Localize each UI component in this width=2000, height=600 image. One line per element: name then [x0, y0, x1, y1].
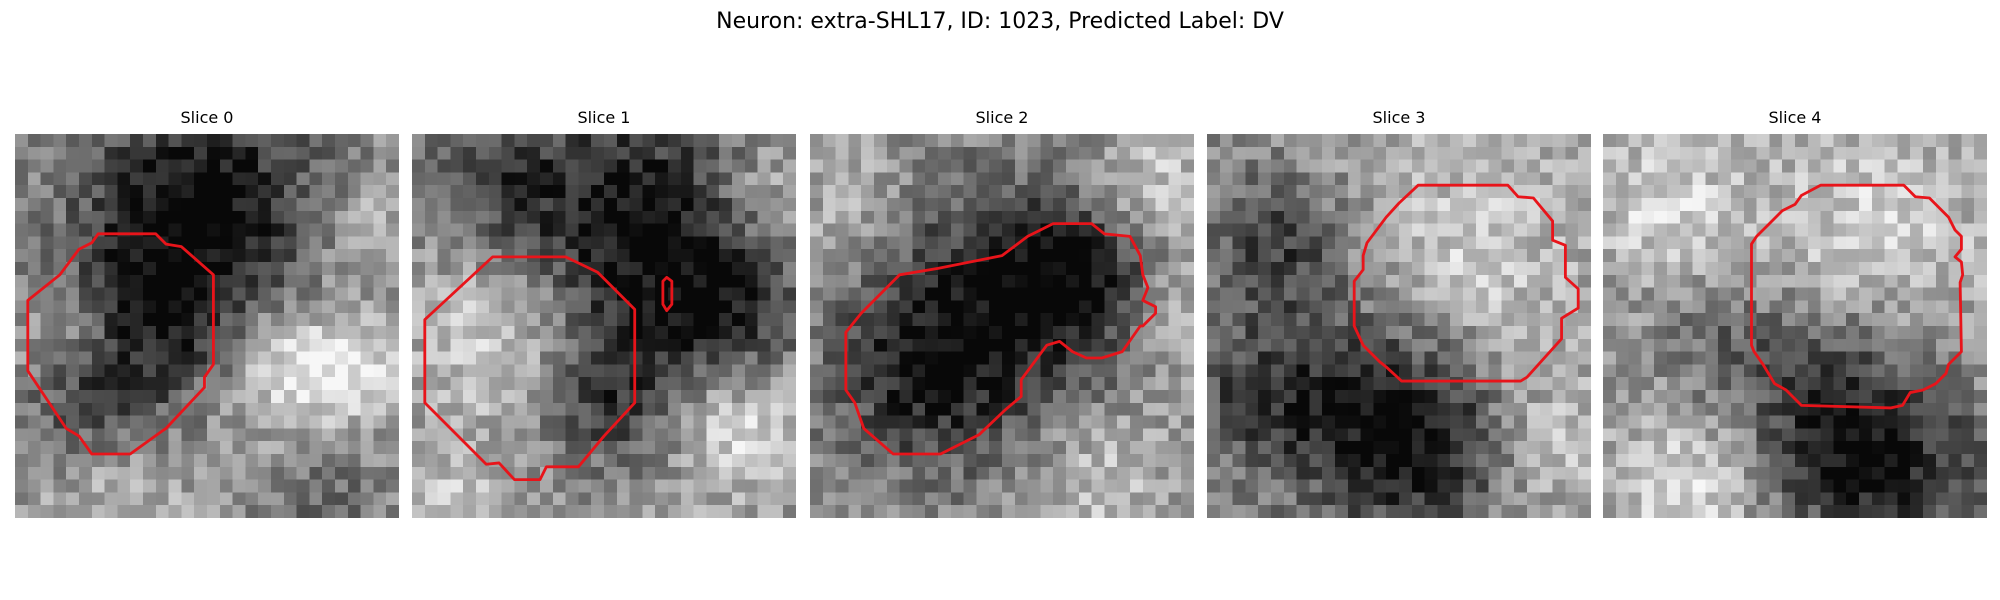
slice-title-1: Slice 1	[577, 108, 631, 127]
slice-panel-0: Slice 0	[15, 108, 399, 518]
slice-image-0	[15, 134, 399, 518]
contour-outline	[423, 255, 637, 482]
contour-outline-small	[661, 275, 674, 313]
slice-panel-4: Slice 4	[1603, 108, 1987, 518]
pixel-grid	[15, 134, 399, 518]
slice-title-2: Slice 2	[975, 108, 1029, 127]
pixel-grid	[412, 134, 796, 518]
slice-image-1	[412, 134, 796, 518]
slice-panel-2: Slice 2	[810, 108, 1194, 518]
contour-outline	[1352, 183, 1580, 383]
slice-title-4: Slice 4	[1768, 108, 1822, 127]
pixel-grid	[1207, 134, 1591, 518]
slice-title-3: Slice 3	[1372, 108, 1426, 127]
slice-image-4	[1603, 134, 1987, 518]
pixel-grid	[810, 134, 1194, 518]
contour-outline	[844, 222, 1158, 456]
figure-title: Neuron: extra-SHL17, ID: 1023, Predicted…	[716, 9, 1284, 34]
slice-image-2	[810, 134, 1194, 518]
pixel-grid	[1603, 134, 1987, 518]
slice-panel-3: Slice 3	[1207, 108, 1591, 518]
slice-image-3	[1207, 134, 1591, 518]
contour-outline	[26, 232, 215, 456]
slice-panel-1: Slice 1	[412, 108, 796, 518]
slice-title-0: Slice 0	[180, 108, 234, 127]
contour-outline	[1750, 183, 1965, 410]
